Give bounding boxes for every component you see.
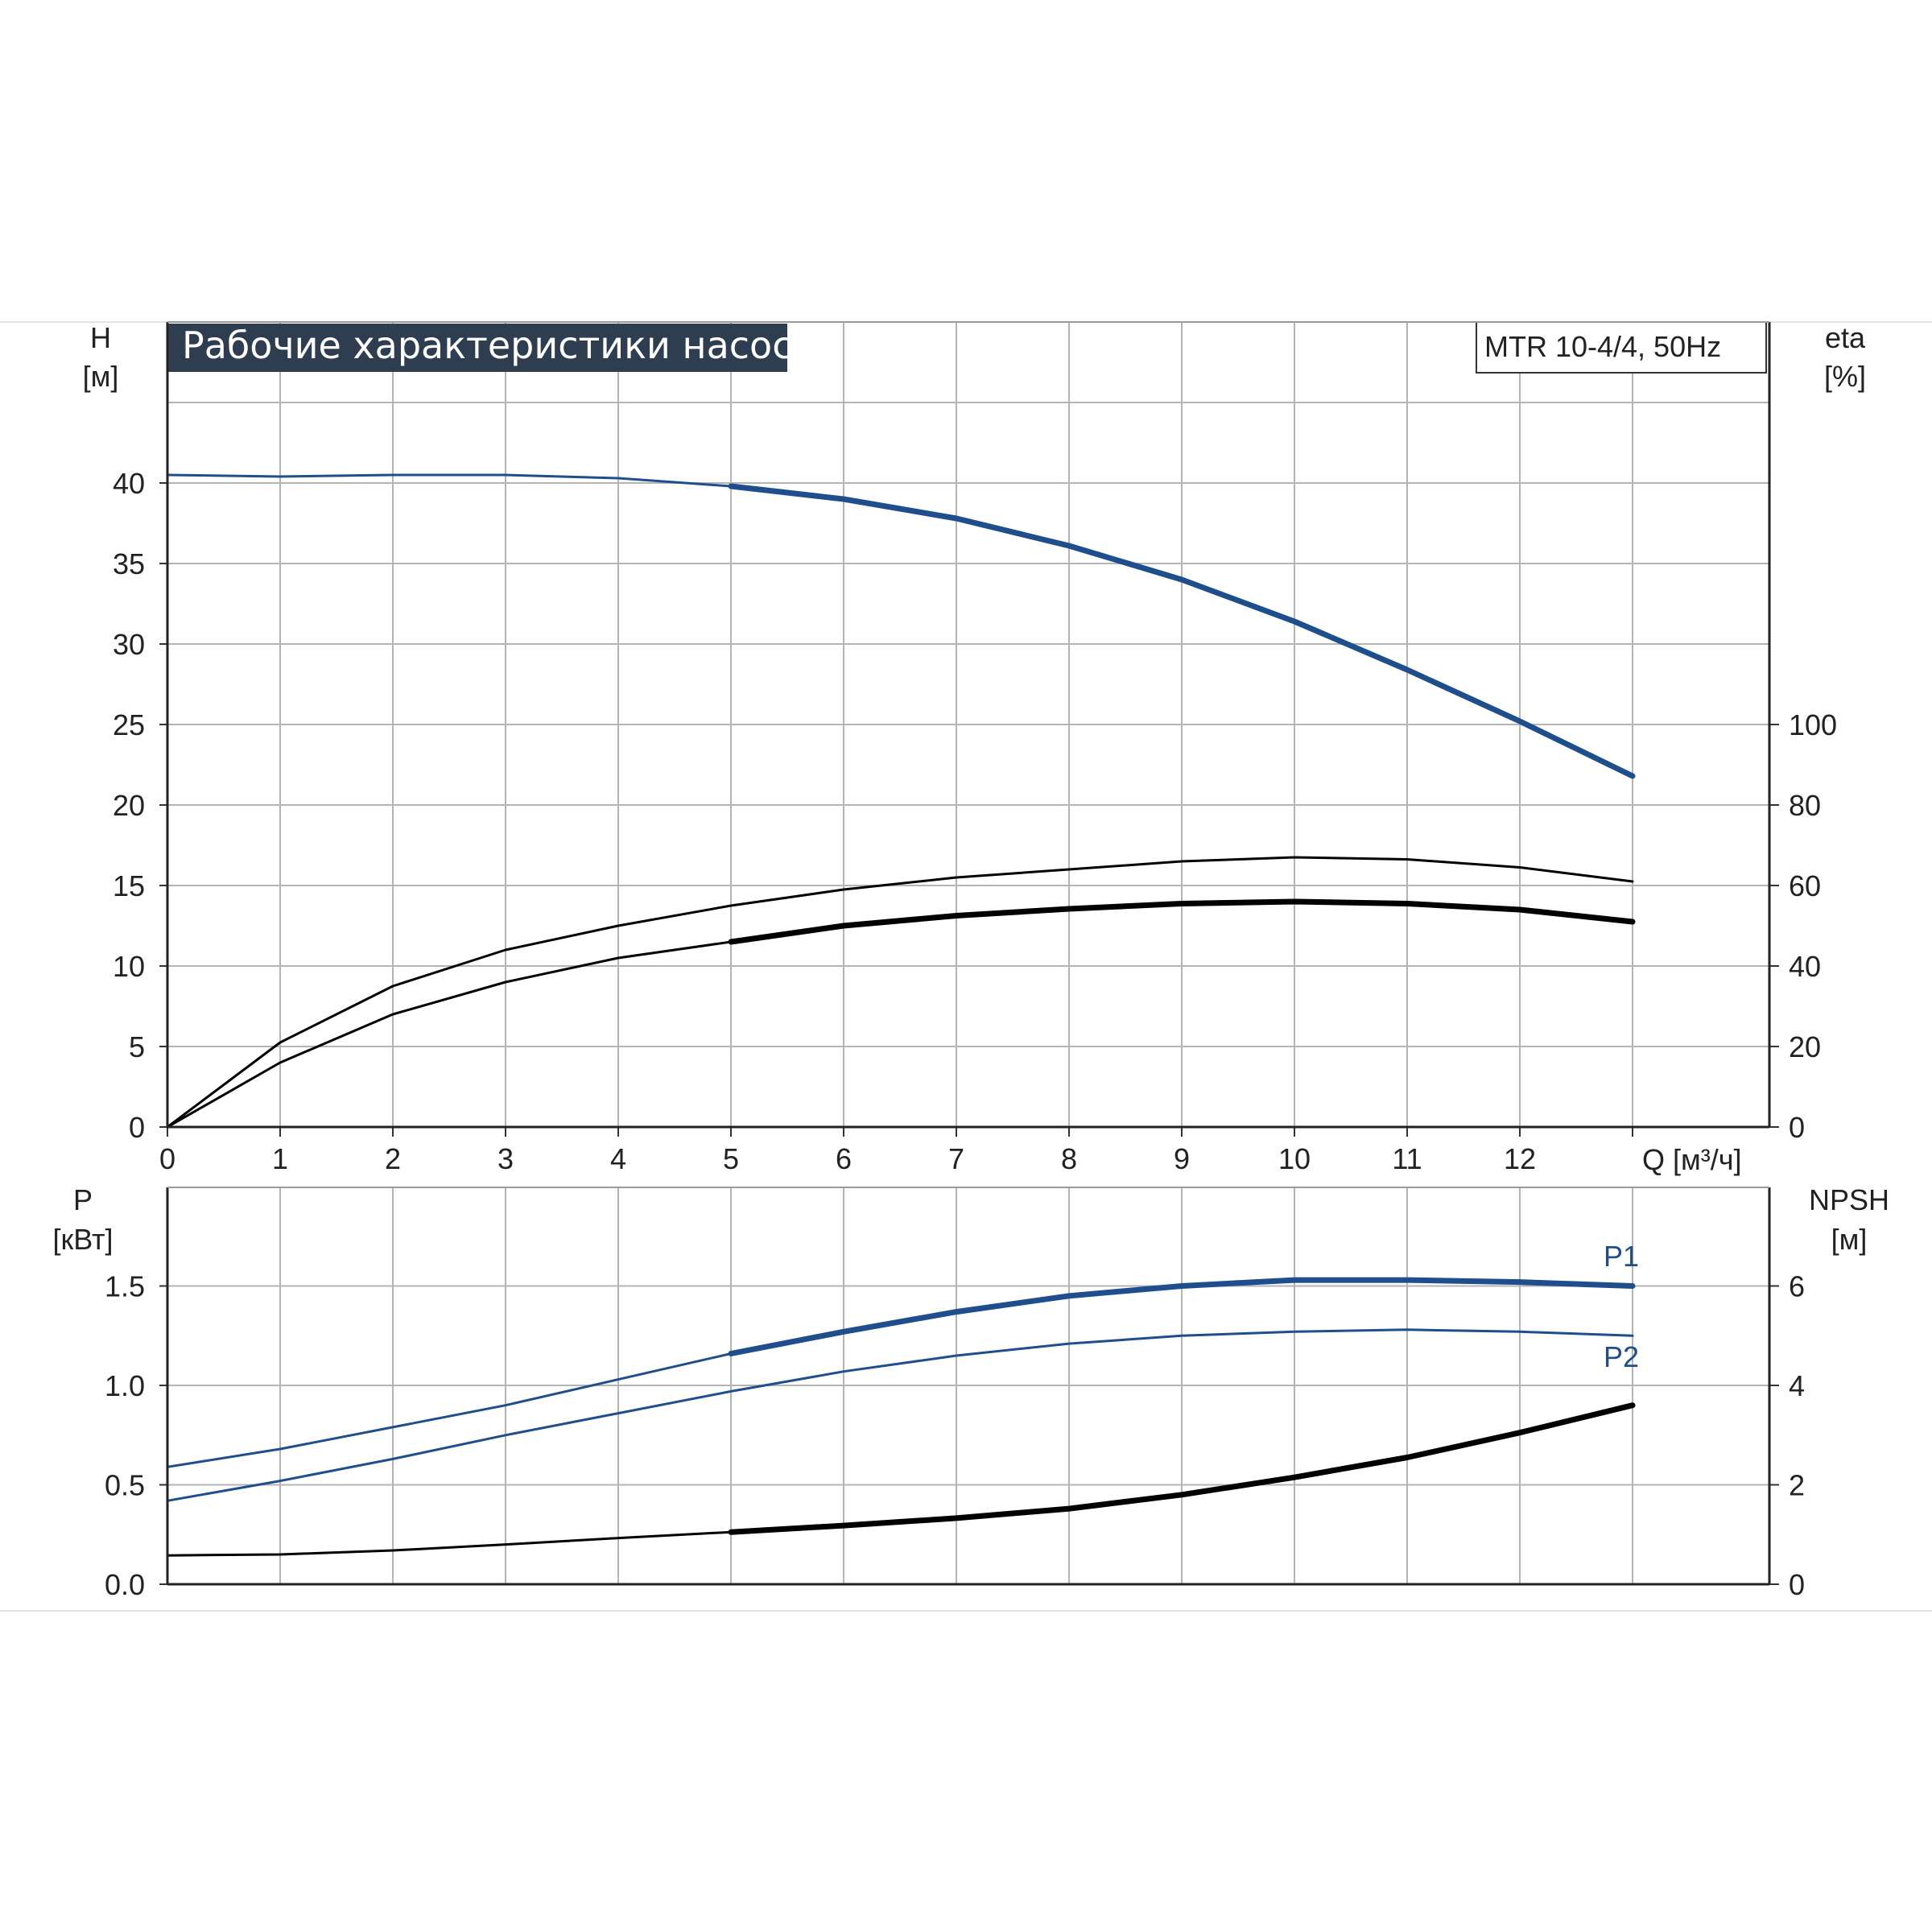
bottom-left-axis-unit: [кВт] [52,1223,113,1256]
plot-frames [166,321,1771,1586]
top-left-tick-label: 35 [113,547,145,580]
top-left-axis-unit: [м] [83,360,119,393]
bottom-left-tick-label: 0.0 [105,1568,145,1601]
x-tick-label: 8 [1061,1142,1077,1175]
series-label-p2: P2 [1604,1340,1639,1373]
top-curves [166,473,1636,1129]
bottom-series-1-thin-line [166,1328,1634,1502]
bottom-right-tick-label: 6 [1789,1270,1805,1303]
bottom-right-tick-label: 2 [1789,1469,1805,1502]
x-tick-label: 10 [1278,1142,1311,1175]
bottom-right-tick-label: 4 [1789,1369,1805,1402]
x-tick-label: 0 [159,1142,175,1175]
bottom-curves [166,1277,1636,1557]
chart-title: Рабочие характеристики насоса [182,324,815,367]
top-left-axis-symbol: H [90,321,111,354]
model-label: MTR 10-4/4, 50Hz [1484,330,1721,363]
top-right-tick-label: 60 [1789,869,1821,902]
top-right-axis-symbol: eta [1825,321,1866,354]
top-left-tick-label: 15 [113,869,145,902]
bottom-left-tick-label: 1.0 [105,1369,145,1402]
top-left-tick-label: 10 [113,950,145,983]
top-left-tick-label: 40 [113,467,145,500]
bottom-right-axis-symbol: NPSH [1809,1183,1889,1216]
x-tick-label: 6 [836,1142,852,1175]
top-series-0-heavy-line [728,483,1636,779]
top-right-axis-unit: [%] [1824,360,1866,393]
top-right-tick-label: 20 [1789,1030,1821,1063]
bottom-right-axis-unit: [м] [1831,1223,1868,1256]
bottom-series-0-heavy-line [728,1277,1636,1356]
top-series-2-heavy-line [728,898,1636,945]
bottom-left-tick-label: 1.5 [105,1270,145,1303]
top-right-tick-label: 100 [1789,708,1837,741]
x-tick-label: 3 [497,1142,514,1175]
x-axis-label: Q [м³/ч] [1642,1143,1742,1176]
top-series-1-thin-line [166,856,1634,1129]
series-labels: P1 P2 [1604,1240,1639,1373]
series-label-p1: P1 [1604,1240,1639,1273]
title-box [167,324,787,372]
top-right-tick-label: 0 [1789,1111,1805,1144]
x-tick-label: 7 [948,1142,964,1175]
x-tick-label: 9 [1174,1142,1190,1175]
bottom-series-0-thin-line [166,1352,733,1468]
x-tick-label: 1 [272,1142,288,1175]
model-box [1476,321,1767,374]
bottom-series-2-heavy-line [728,1402,1636,1535]
top-left-tick-label: 30 [113,628,145,661]
x-tick-label: 5 [723,1142,739,1175]
x-tick-label: 11 [1392,1142,1422,1175]
bottom-grid [167,1187,1769,1584]
top-left-tick-label: 25 [113,708,145,741]
bottom-tick-labels: 0.0 0.5 1.0 1.5 0 2 4 6 [105,1270,1805,1602]
x-tick-label: 2 [385,1142,401,1175]
bottom-series-2-thin-line [166,1530,733,1557]
bottom-separator [0,1610,1932,1612]
top-right-tick-label: 40 [1789,950,1821,983]
top-right-tick-label: 80 [1789,789,1821,822]
top-left-tick-label: 20 [113,789,145,822]
bottom-left-axis-symbol: P [73,1183,93,1216]
bottom-left-tick-label: 0.5 [105,1469,145,1502]
x-tick-label: 12 [1504,1142,1536,1175]
top-series-0-thin-line [166,473,733,488]
top-left-tick-label: 5 [129,1030,145,1063]
x-tick-label: 4 [610,1142,626,1175]
top-left-tick-label: 0 [129,1111,145,1144]
top-grid [167,322,1769,1127]
bottom-right-tick-label: 0 [1789,1568,1805,1601]
top-series-2-thin-line [166,940,733,1129]
